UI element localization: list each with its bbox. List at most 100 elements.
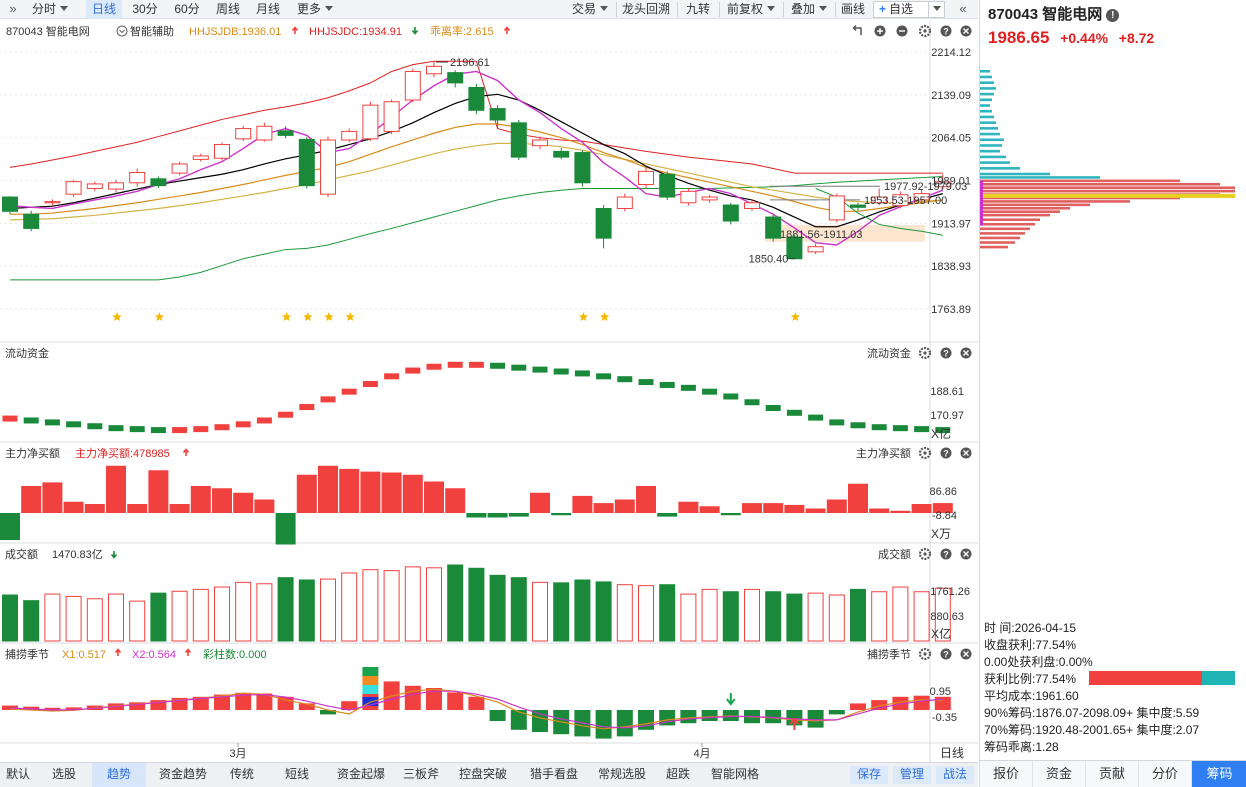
save-button[interactable]: 保存: [850, 766, 888, 784]
net-buy-bar: [614, 499, 635, 513]
toolbar-divider: [719, 2, 720, 17]
turnover-bar: [722, 591, 739, 642]
turnover-bar: [871, 591, 888, 642]
candle-body: [765, 216, 782, 239]
tab-contribution[interactable]: 贡献: [1086, 761, 1139, 787]
kline-chart[interactable]: 870043 智能电网 智能辅助 HHJSJDB:1936.01 HHJSJDC:19…: [0, 20, 978, 762]
strategy-tab[interactable]: 资金起爆: [336, 767, 385, 781]
flow-bar: [914, 426, 930, 433]
period-tab-daily[interactable]: 日线: [86, 0, 122, 19]
nine-turn-button[interactable]: 九转: [685, 2, 710, 16]
turnover-bar: [192, 588, 209, 642]
season-bar: [404, 685, 421, 710]
season-bar: [256, 693, 273, 710]
net-buy-bar: [699, 506, 720, 513]
collapse-right-icon[interactable]: «: [959, 1, 967, 16]
strategy-tab[interactable]: 短线: [284, 767, 309, 781]
plus-circle-icon: [874, 25, 886, 37]
flow-bar: [638, 379, 654, 386]
leader-backtrack-button[interactable]: 龙头回溯: [621, 2, 670, 16]
strategy-tab[interactable]: 常规选股: [597, 767, 646, 781]
add-favorite-button[interactable]: + 自选: [873, 1, 945, 18]
help-icon: ?: [940, 347, 952, 359]
period-tab-30min[interactable]: 30分: [132, 2, 158, 16]
tab-funds[interactable]: 资金: [1033, 761, 1086, 787]
y-tick-label: 1763.89: [931, 304, 971, 316]
season-bar: [807, 710, 824, 728]
strategy-tab[interactable]: 选股: [51, 767, 76, 781]
adjust-menu[interactable]: 前复权: [722, 0, 780, 19]
close-icon: [960, 447, 972, 459]
candle-body: [341, 130, 358, 141]
strategy-tab[interactable]: 资金趋势: [158, 767, 207, 781]
gear-icon-center: [923, 451, 927, 455]
hhjsjdb-value: HHJSJDB:1936.01: [189, 26, 281, 38]
chip-bar-loss: [980, 182, 1220, 186]
net-buy-bar: [169, 504, 190, 513]
plus-icon: +: [879, 2, 887, 16]
strategy-tab[interactable]: 趋势: [92, 763, 146, 787]
season-bar: [510, 710, 527, 730]
gear-icon-center: [923, 351, 927, 355]
strategy-tab[interactable]: 智能网格: [710, 767, 759, 781]
sell-signal-icon: [789, 717, 800, 730]
y-tick-label: 2214.12: [931, 47, 971, 59]
strategy-tab[interactable]: 传统: [229, 767, 254, 781]
season-x1: X1:0.517: [62, 649, 106, 661]
period-tab-intraday[interactable]: 分时: [24, 0, 76, 19]
net-panel-title: 主力净买额: [5, 446, 60, 460]
strategy-button[interactable]: 战法: [936, 766, 974, 784]
season-x2-line: [9, 690, 943, 729]
star-icon: [303, 312, 313, 322]
period-tab-60min[interactable]: 60分: [174, 2, 200, 16]
flow-bar: [129, 426, 145, 433]
last-price: 1986.65: [988, 28, 1050, 47]
season-bar: [850, 703, 866, 710]
period-tab-more[interactable]: 更多: [292, 0, 338, 19]
candle-body: [871, 196, 888, 204]
period-tab-weekly[interactable]: 周线: [215, 2, 240, 16]
collapse-left-icon[interactable]: »: [9, 1, 17, 16]
season-bar: [129, 702, 146, 710]
period-tab-monthly[interactable]: 月线: [255, 2, 280, 16]
season-y-tick: -0.35: [932, 712, 957, 724]
flow-bar: [23, 417, 39, 424]
info-icon[interactable]: !: [1106, 9, 1120, 22]
season-bar: [277, 696, 294, 710]
tab-price-breakdown[interactable]: 分价: [1139, 761, 1192, 787]
candle-body: [447, 72, 464, 84]
price-row: 1986.65 +0.44% +8.72: [988, 28, 1154, 48]
net-buy-bar: [466, 513, 487, 518]
strategy-tab[interactable]: 三板斧: [402, 767, 439, 781]
side-panel-tabs: 报价 资金 贡献 分价 筹码: [980, 760, 1246, 787]
flow-bar: [511, 364, 527, 371]
toolbar-divider: [677, 2, 678, 17]
flow-bar: [553, 368, 569, 375]
strategy-tab[interactable]: 控盘突破: [458, 767, 507, 781]
strategy-tab[interactable]: 猎手看盘: [529, 767, 578, 781]
turnover-bar: [934, 587, 951, 642]
strategy-tab[interactable]: 默认: [5, 767, 30, 781]
season-bar: [701, 710, 718, 721]
flow-bar: [44, 419, 60, 426]
gear-icon: [918, 547, 932, 561]
overlay-menu[interactable]: 叠加: [786, 0, 832, 19]
turnover-bar: [553, 582, 570, 642]
arrow-up-icon: [114, 648, 122, 656]
draw-line-button[interactable]: 画线: [840, 2, 865, 16]
star-icon: [599, 312, 610, 322]
trade-menu[interactable]: 交易: [566, 0, 614, 19]
vol-panel-value: 1470.83亿: [52, 548, 103, 561]
net-buy-bar: [0, 513, 20, 540]
turnover-bar: [638, 585, 654, 642]
strategy-tab[interactable]: 超跌: [665, 767, 690, 781]
candle-body: [659, 173, 676, 198]
turnover-bar: [489, 574, 506, 642]
tab-quote[interactable]: 报价: [980, 761, 1033, 787]
candle-body: [86, 183, 103, 189]
chevron-down-icon[interactable]: [928, 2, 944, 17]
tab-chips[interactable]: 筹码: [1192, 761, 1246, 787]
turnover-bar: [383, 570, 400, 642]
buy-signal-icon: [726, 693, 736, 706]
manage-button[interactable]: 管理: [893, 766, 931, 784]
